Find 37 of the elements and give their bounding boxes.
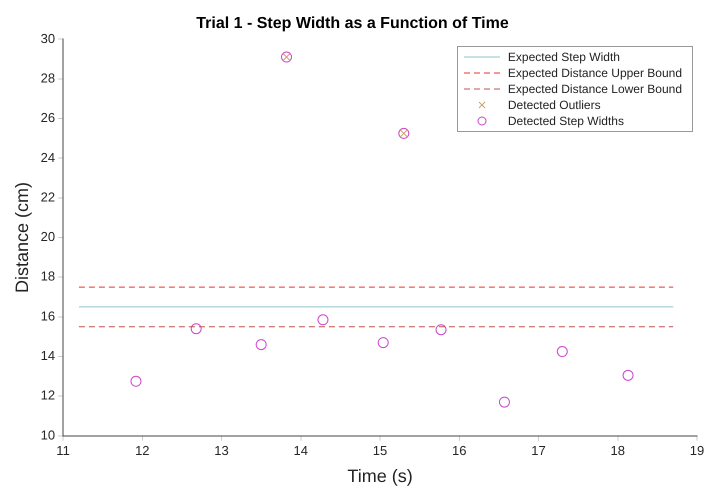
chart-title: Trial 1 - Step Width as a Function of Time [196, 15, 509, 32]
point [498, 396, 510, 408]
point [317, 314, 328, 326]
legend-label: Expected Distance Lower Bound [508, 82, 682, 96]
y-tick-label: 26 [40, 110, 56, 126]
legend-label: Detected Outliers [508, 98, 601, 112]
legend-label: Expected Step Width [508, 50, 620, 64]
y-tick-label: 28 [40, 70, 56, 86]
x-tick-label: 14 [294, 443, 308, 458]
x-tick-label: 16 [452, 443, 467, 458]
y-tick-label: 14 [40, 348, 56, 364]
x-tick-label: 18 [610, 443, 625, 458]
x-axis-title: Time (s) [347, 466, 413, 486]
x-tick-label: 13 [214, 443, 229, 458]
legend-label: Detected Step Widths [508, 114, 624, 128]
y-axis-title: Distance (cm) [12, 182, 32, 294]
point [622, 370, 634, 381]
x-tick-label: 19 [690, 443, 704, 458]
y-tick-label: 16 [40, 308, 56, 324]
y-tick-label: 10 [40, 427, 56, 442]
y-tick-label: 12 [40, 388, 56, 403]
legend-label: Expected Distance Upper Bound [508, 66, 682, 80]
x-tick-label: 12 [135, 443, 150, 458]
y-tick-label: 18 [40, 268, 56, 284]
point [256, 339, 267, 350]
y-tick-label: 30 [40, 30, 56, 46]
x-tick-label: 15 [372, 443, 388, 458]
point [556, 346, 568, 358]
y-tick-label: 22 [40, 189, 56, 204]
x-tick-label: 17 [531, 443, 546, 458]
x-tick-label: 11 [56, 443, 70, 458]
y-tick-label: 24 [40, 150, 56, 165]
point [130, 376, 142, 387]
point [436, 324, 447, 336]
y-tick-label: 20 [40, 229, 56, 244]
point [190, 323, 202, 334]
point [378, 337, 389, 348]
